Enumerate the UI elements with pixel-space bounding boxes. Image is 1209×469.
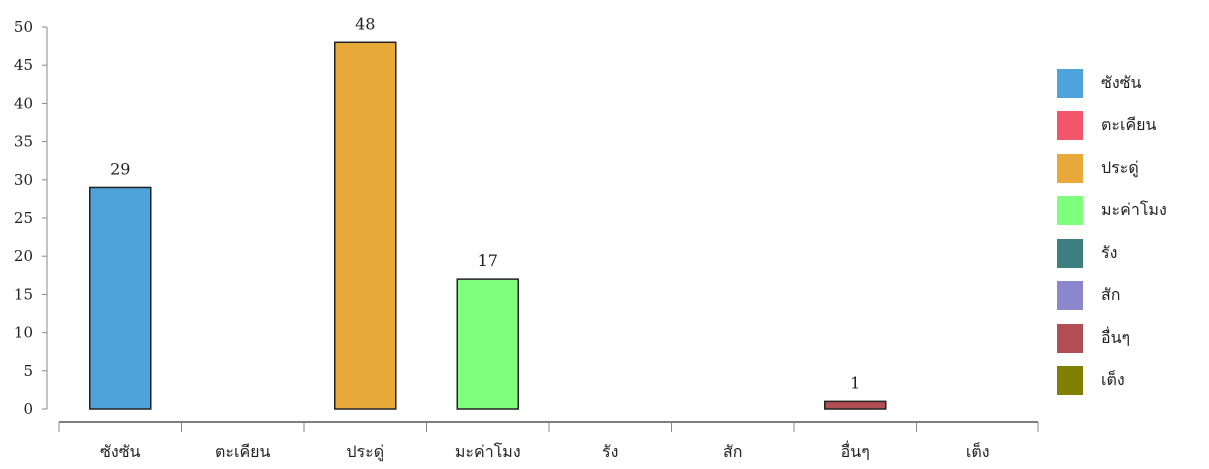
legend-item: สัก [1057,275,1167,318]
y-tick-label: 0 [23,400,33,418]
legend-item: อื่นๆ [1057,317,1167,360]
y-tick-label: 40 [14,94,33,112]
y-tick-label: 15 [14,285,33,303]
bar [457,279,518,409]
legend-label: ซังซัน [1101,71,1141,96]
y-tick-label: 20 [14,247,33,265]
x-tick-label: สัก [723,442,742,461]
x-tick-label: มะค่าโมง [455,442,521,461]
legend-label: รัง [1101,241,1117,266]
x-tick-label: ประดู่ [346,442,384,462]
labels-layer: ซังซัน 29 ตะเคียน ประดู่ 48 มะค่าโมง 17 รัง สัก อ… [100,14,990,462]
legend-swatch [1057,69,1083,98]
x-tick-label: ซังซัน [100,442,141,461]
legend-item: ประดู่ [1057,147,1167,190]
x-tick-label: อื่นๆ [841,440,870,461]
legend-item: มะค่าโมง [1057,190,1167,233]
legend-label: มะค่าโมง [1101,198,1167,223]
legend-swatch [1057,324,1083,353]
x-tick-label: รัง [602,442,618,461]
y-tick-label: 45 [14,56,33,74]
legend-label: ประดู่ [1101,156,1139,181]
y-tick-label: 5 [23,362,33,380]
y-tick-label: 35 [14,133,33,151]
legend-swatch [1057,111,1083,140]
legend-item: ซังซัน [1057,62,1167,105]
x-tick-label: เต็ง [966,441,990,461]
legend-swatch [1057,281,1083,310]
legend-item: รัง [1057,232,1167,275]
legend-label: ตะเคียน [1101,113,1156,138]
data-label: 1 [850,373,860,392]
x-tick-label: ตะเคียน [215,442,271,461]
bar [90,187,151,409]
bars-layer [90,42,886,409]
data-label: 17 [478,251,498,270]
bar-chart: 0 5 10 15 20 25 30 35 40 45 50 ซังซัน 29 ตะเคียน ประด… [0,0,1040,469]
legend-swatch [1057,239,1083,268]
legend-swatch [1057,154,1083,183]
legend-label: อื่นๆ [1101,326,1130,351]
legend-item: ตะเคียน [1057,105,1167,148]
data-label: 48 [355,14,375,33]
legend-swatch [1057,196,1083,225]
y-tick-label: 25 [14,209,33,227]
legend-item: เต็ง [1057,360,1167,403]
axes-layer: 0 5 10 15 20 25 30 35 40 45 50 [14,18,1038,432]
bar [825,401,886,409]
legend-label: เต็ง [1101,368,1125,393]
legend-swatch [1057,366,1083,395]
data-label: 29 [110,159,130,178]
y-tick-label: 10 [14,324,33,342]
y-tick-label: 50 [14,18,33,36]
bar [335,42,396,409]
y-tick-label: 30 [14,171,33,189]
legend-label: สัก [1101,283,1120,308]
legend: ซังซันตะเคียนประดู่มะค่าโมงรังสักอื่นๆเต… [1057,62,1167,402]
